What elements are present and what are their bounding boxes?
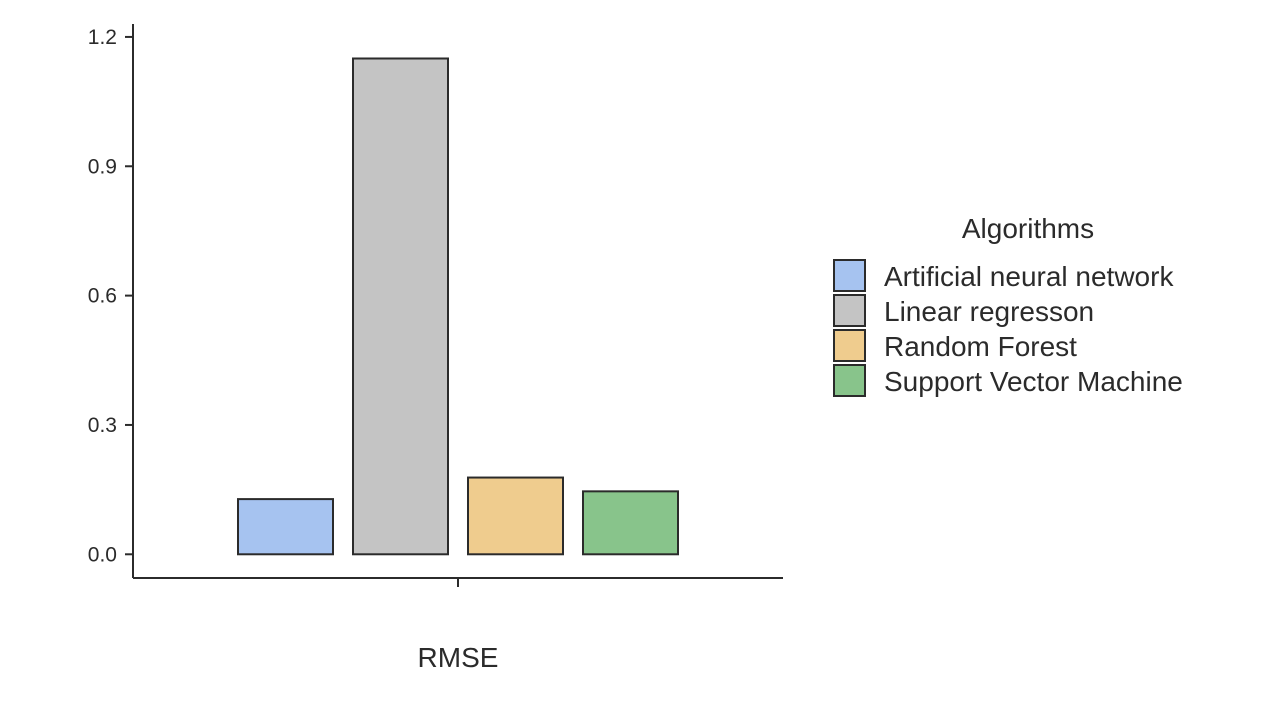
y-tick-label: 0.9 bbox=[88, 155, 117, 178]
bar-support-vector-machine bbox=[582, 490, 679, 556]
legend-title: Algorithms bbox=[962, 213, 1094, 244]
bar-random-forest bbox=[467, 476, 564, 556]
bars-group bbox=[237, 57, 679, 556]
legend-key-artificial-neural-network bbox=[833, 259, 866, 292]
y-tick-label: 0.0 bbox=[88, 543, 117, 566]
legend-key-support-vector-machine bbox=[833, 364, 866, 397]
x-tick-label: RMSE bbox=[418, 642, 499, 673]
legend-label: Support Vector Machine bbox=[884, 366, 1183, 397]
y-axis: 0.0 0.3 0.6 0.9 1.2 bbox=[88, 24, 134, 578]
y-tick-label: 1.2 bbox=[88, 26, 117, 49]
legend-key-random-forest bbox=[833, 329, 866, 362]
x-axis: RMSE bbox=[133, 577, 783, 673]
bar-linear-regresson bbox=[352, 57, 449, 556]
bar-artificial-neural-network bbox=[237, 498, 334, 556]
legend-label: Linear regresson bbox=[884, 296, 1094, 327]
legend-label: Random Forest bbox=[884, 331, 1077, 362]
legend-label: Artificial neural network bbox=[884, 261, 1174, 292]
legend-key-linear-regresson bbox=[833, 294, 866, 327]
y-tick-label: 0.3 bbox=[88, 414, 117, 437]
legend: Algorithms Artificial neural network Line… bbox=[833, 213, 1183, 397]
y-tick-label: 0.6 bbox=[88, 285, 117, 308]
